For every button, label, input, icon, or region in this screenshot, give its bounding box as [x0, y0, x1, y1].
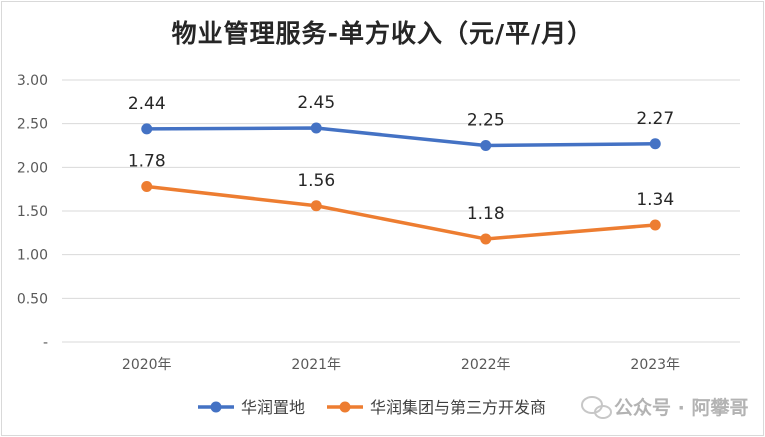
watermark: 公众号 · 阿攀哥 — [581, 396, 748, 419]
legend-label: 华润集团与第三方开发商 — [370, 398, 546, 417]
watermark-text: 公众号 · 阿攀哥 — [614, 396, 748, 419]
x-tick-label: 2020年 — [122, 357, 172, 373]
y-tick-label: - — [43, 335, 48, 351]
legend: 华润置地 华润集团与第三方开发商 — [198, 398, 546, 417]
x-axis-ticks: 2020年 2021年 2022年 2023年 — [122, 357, 680, 373]
y-tick-label: 1.50 — [17, 204, 48, 220]
legend-label: 华润置地 — [241, 398, 305, 417]
y-tick-label: 0.50 — [17, 291, 48, 307]
series-points — [141, 122, 661, 245]
grid-lines — [62, 79, 740, 343]
x-tick-label: 2022年 — [461, 357, 511, 373]
data-point — [480, 233, 492, 245]
series-lines — [145, 126, 657, 241]
y-tick-label: 3.00 — [17, 73, 48, 89]
y-tick-label: 2.00 — [17, 160, 48, 176]
series-line — [145, 184, 657, 241]
data-label: 2.44 — [128, 94, 166, 114]
data-label: 1.56 — [297, 171, 335, 191]
wechat-icon — [581, 396, 612, 419]
data-label: 2.45 — [297, 93, 335, 113]
series-line — [145, 126, 657, 148]
x-tick-label: 2023年 — [630, 357, 680, 373]
data-point — [480, 140, 492, 151]
data-label: 2.25 — [467, 111, 505, 131]
data-point — [649, 138, 661, 150]
x-tick-label: 2021年 — [291, 357, 341, 373]
y-tick-label: 2.50 — [17, 117, 48, 133]
data-label: 1.78 — [128, 152, 166, 172]
data-point — [310, 122, 322, 134]
data-point — [310, 200, 322, 212]
y-tick-label: 1.00 — [17, 248, 48, 264]
data-labels: 2.44 2.45 2.25 2.27 1.78 1.56 1.18 1.34 — [128, 93, 674, 224]
legend-marker — [210, 401, 222, 413]
data-point — [141, 123, 153, 135]
data-point — [141, 181, 153, 193]
y-axis-ticks: - 0.50 1.00 1.50 2.00 2.50 3.00 — [17, 73, 48, 351]
chart-title: 物业管理服务-单方收入（元/平/月） — [171, 19, 594, 48]
legend-marker — [339, 401, 351, 413]
data-label: 2.27 — [636, 109, 674, 129]
data-label: 1.34 — [636, 190, 674, 210]
data-point — [649, 219, 661, 231]
data-label: 1.18 — [467, 204, 505, 224]
